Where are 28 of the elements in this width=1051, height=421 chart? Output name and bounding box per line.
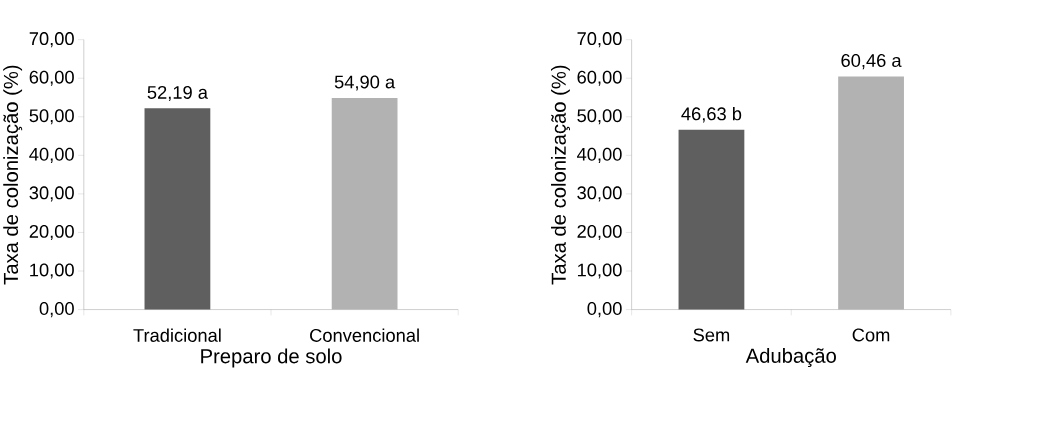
- y-tick-label: 0,00: [39, 302, 74, 318]
- x-tick-label: Convencional: [310, 328, 419, 342]
- y-tick-label: 20,00: [29, 224, 74, 241]
- y-tick-label: 0,00: [587, 302, 622, 318]
- y-tick-label: 40,00: [29, 147, 74, 163]
- y-tick-label: 50,00: [29, 109, 74, 125]
- y-tick-label: 50,00: [577, 109, 622, 125]
- y-tick-label: 20,00: [577, 224, 622, 241]
- x-axis-title: Adubação: [745, 348, 836, 368]
- x-tick-label: Tradicional: [133, 328, 221, 342]
- x-tick-label: Com: [852, 328, 890, 342]
- y-tick-label: 70,00: [29, 32, 74, 48]
- y-tick-label: 10,00: [30, 263, 74, 279]
- y-tick-label: 60,00: [577, 70, 622, 86]
- data-label: 46,63 b: [681, 106, 742, 123]
- y-tick-label: 40,00: [577, 147, 622, 163]
- x-tick-label: Sem: [693, 328, 730, 342]
- y-axis-title: Taxa de colonização (%): [3, 65, 23, 285]
- y-tick-label: 60,00: [29, 70, 74, 86]
- y-tick-label: 30,00: [29, 186, 74, 202]
- y-tick-label: 30,00: [577, 186, 622, 202]
- y-axis-title: Taxa de colonização (%): [551, 65, 570, 285]
- y-tick-label: 70,00: [577, 32, 622, 48]
- data-label: 54,90 a: [334, 75, 396, 91]
- data-label: 60,46 a: [841, 54, 902, 70]
- data-label: 52,19 a: [147, 86, 208, 102]
- y-tick-label: 10,00: [577, 263, 622, 279]
- x-axis-title: Preparo de solo: [201, 348, 342, 368]
